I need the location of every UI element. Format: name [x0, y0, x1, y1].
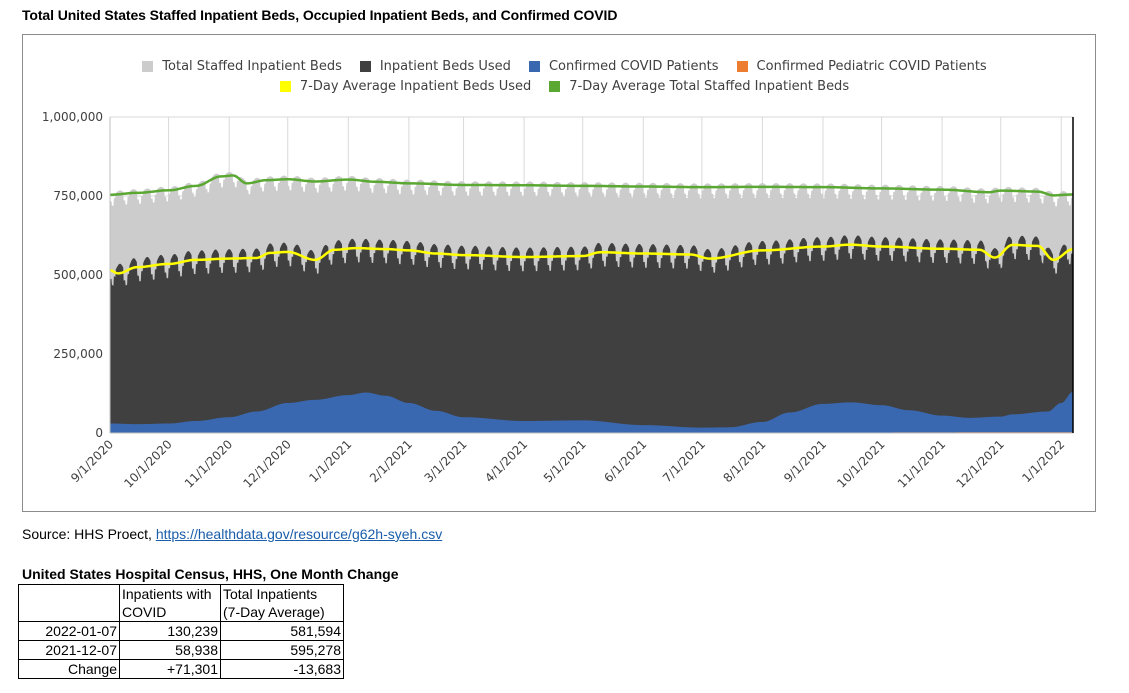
x-tick-label: 1/1/2021 [306, 437, 354, 485]
table-title: United States Hospital Census, HHS, One … [22, 566, 399, 582]
x-tick-label: 4/1/2021 [482, 437, 530, 485]
header-cell-total: Total Inpatients (7-Day Average) [220, 584, 344, 622]
header-line: Inpatients with [122, 586, 212, 602]
x-tick-label: 5/1/2021 [541, 437, 589, 485]
axes [109, 117, 1074, 434]
legend-swatch-icon [736, 61, 748, 72]
series-areas [110, 171, 1073, 433]
legend-row-2: 7-Day Average Inpatient Beds Used 7-Day … [0, 79, 1129, 94]
legend-item-avg-staffed: 7-Day Average Total Staffed Inpatient Be… [549, 79, 849, 94]
legend-label: 7-Day Average Total Staffed Inpatient Be… [569, 79, 850, 94]
x-tick-label: 1/1/2022 [1019, 437, 1067, 485]
x-tick-label: 12/1/2020 [240, 437, 293, 490]
x-tick-label: 6/1/2021 [601, 437, 649, 485]
x-tick-label: 12/1/2021 [953, 437, 1006, 490]
legend-label: Inpatient Beds Used [379, 59, 511, 74]
legend-label: Total Staffed Inpatient Beds [162, 59, 342, 74]
x-tick-labels: 9/1/2020 10/1/2020 11/1/2020 12/1/2020 1/1/2… [68, 437, 1067, 490]
row-total: 595,278 [220, 640, 344, 660]
census-table: Inpatients with COVID Total Inpatients (… [18, 584, 344, 679]
table-header-row: Inpatients with COVID Total Inpatients (… [18, 584, 344, 622]
row-covid: +71,301 [119, 659, 221, 679]
row-total: 581,594 [220, 621, 344, 641]
legend-item-avg-used: 7-Day Average Inpatient Beds Used [279, 79, 532, 94]
legend-item-covid: Confirmed COVID Patients [528, 59, 719, 74]
header-cell-empty [18, 584, 120, 622]
table-row: 2021-12-07 58,938 595,278 [18, 640, 344, 660]
row-label: 2021-12-07 [18, 640, 120, 660]
row-total: -13,683 [220, 659, 344, 679]
y-tick-label: 750,000 [53, 189, 103, 203]
x-tick-label: 11/1/2020 [182, 437, 235, 490]
legend-item-beds-used: Inpatient Beds Used [359, 59, 511, 74]
legend-swatch-icon [142, 61, 154, 72]
x-tick-label: 2/1/2021 [367, 437, 415, 485]
y-tick-label: 250,000 [53, 347, 103, 361]
legend-row-1: Total Staffed Inpatient Beds Inpatient B… [0, 59, 1129, 74]
legend-label: 7-Day Average Inpatient Beds Used [299, 79, 532, 94]
legend-item-total-staffed: Total Staffed Inpatient Beds [142, 59, 342, 74]
row-label: 2022-01-07 [18, 621, 120, 641]
table-row: 2022-01-07 130,239 581,594 [18, 621, 344, 641]
x-tick-label: 10/1/2021 [834, 437, 887, 490]
legend-swatch-icon [549, 81, 561, 92]
line-7day-avg-staffed-beds [109, 174, 1074, 197]
y-tick-label: 500,000 [53, 268, 103, 282]
series-lines [109, 174, 1074, 275]
y-tick-labels: 0 250,000 500,000 750,000 1,000,000 [42, 110, 103, 440]
x-tick-label: 10/1/2020 [121, 437, 174, 490]
row-label: Change [18, 659, 120, 679]
legend-swatch-icon [528, 61, 540, 72]
x-tick-label: 7/1/2021 [660, 437, 708, 485]
source-link[interactable]: https://healthdata.gov/resource/g62h-sye… [155, 526, 443, 542]
row-covid: 130,239 [119, 621, 221, 641]
y-tick-label: 1,000,000 [42, 110, 103, 124]
x-tick-label: 9/1/2021 [781, 437, 829, 485]
source-prefix: Source: HHS Proect, [22, 526, 156, 542]
legend-label: Confirmed COVID Patients [548, 59, 719, 74]
legend-label: Confirmed Pediatric COVID Patients [756, 59, 987, 74]
chart-title: Total United States Staffed Inpatient Be… [22, 7, 618, 23]
legend-swatch-icon [359, 61, 371, 72]
line-7day-avg-beds-used [109, 243, 1074, 275]
area-inpatient-beds-used [110, 235, 1073, 433]
x-tick-label: 3/1/2021 [422, 437, 470, 485]
legend-item-pediatric-covid: Confirmed Pediatric COVID Patients [736, 59, 987, 74]
area-confirmed-covid [110, 391, 1073, 433]
x-tick-label: 8/1/2021 [721, 437, 769, 485]
header-line: Total Inpatients [223, 586, 318, 602]
table-row: Change +71,301 -13,683 [18, 659, 344, 679]
row-covid: 58,938 [119, 640, 221, 660]
source-line: Source: HHS Proect, https://healthdata.g… [22, 526, 442, 542]
x-tick-label: 9/1/2020 [68, 437, 116, 485]
header-cell-covid: Inpatients with COVID [119, 584, 221, 622]
header-line: (7-Day Average) [223, 604, 325, 620]
y-tick-label: 0 [95, 426, 103, 440]
header-line: COVID [122, 604, 167, 620]
x-tick-label: 11/1/2021 [895, 437, 948, 490]
legend-swatch-icon [279, 81, 291, 92]
chart-svg: 0 250,000 500,000 750,000 1,000,000 9/1/2020… [42, 110, 1074, 491]
